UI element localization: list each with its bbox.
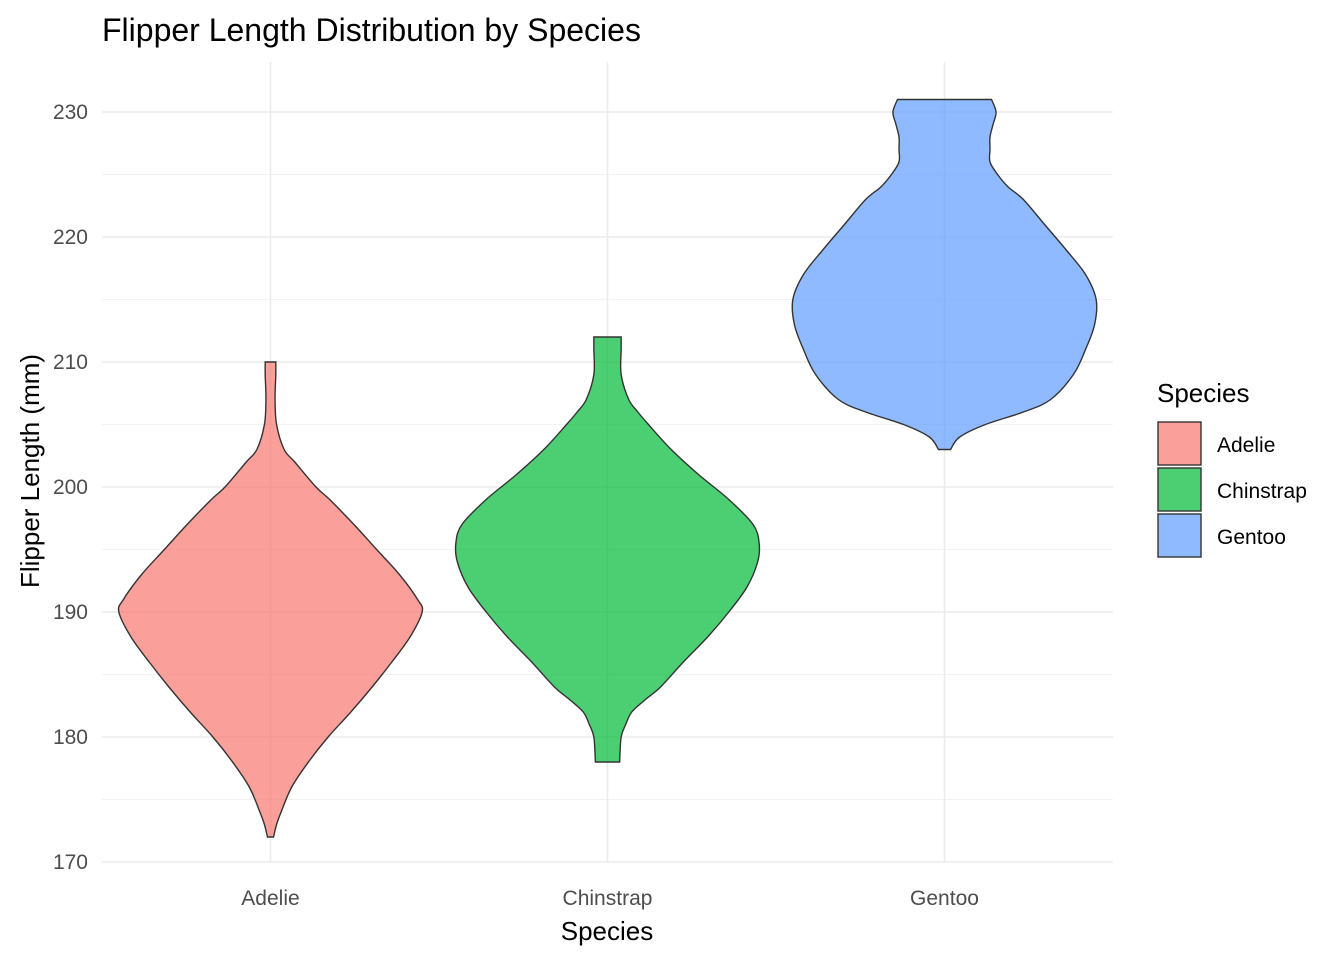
x-axis-ticks: Adelie Chinstrap Gentoo: [241, 887, 979, 910]
legend-key-adelie: [1157, 421, 1202, 466]
y-tick-label: 220: [53, 226, 88, 249]
y-axis-title: Flipper Length (mm): [15, 354, 45, 588]
x-tick-label: Gentoo: [910, 887, 979, 910]
y-tick-label: 230: [53, 101, 88, 124]
x-tick-label: Adelie: [241, 887, 299, 910]
y-tick-label: 200: [53, 476, 88, 499]
legend-title: Species: [1157, 378, 1250, 408]
y-tick-label: 210: [53, 351, 88, 374]
violin-chinstrap: [454, 336, 761, 763]
legend-label-chinstrap: Chinstrap: [1217, 480, 1307, 503]
legend-label-gentoo: Gentoo: [1217, 526, 1286, 549]
violin-gentoo: [791, 98, 1098, 451]
x-tick-label: Chinstrap: [563, 887, 653, 910]
legend-items: Adelie Chinstrap Gentoo: [1157, 421, 1307, 558]
violins: [117, 98, 1098, 838]
y-tick-label: 190: [53, 601, 88, 624]
violin-adelie: [117, 361, 424, 838]
legend-label-adelie: Adelie: [1217, 434, 1275, 457]
legend-key-chinstrap: [1157, 467, 1202, 512]
y-axis-ticks: 170 180 190 200 210 220 230: [53, 101, 88, 874]
x-axis-title: Species: [561, 916, 654, 946]
legend: Species Adelie Chinstrap Gentoo: [1157, 378, 1307, 558]
y-tick-label: 170: [53, 851, 88, 874]
legend-key-gentoo: [1157, 513, 1202, 558]
y-tick-label: 180: [53, 726, 88, 749]
chart-title: Flipper Length Distribution by Species: [102, 12, 641, 48]
